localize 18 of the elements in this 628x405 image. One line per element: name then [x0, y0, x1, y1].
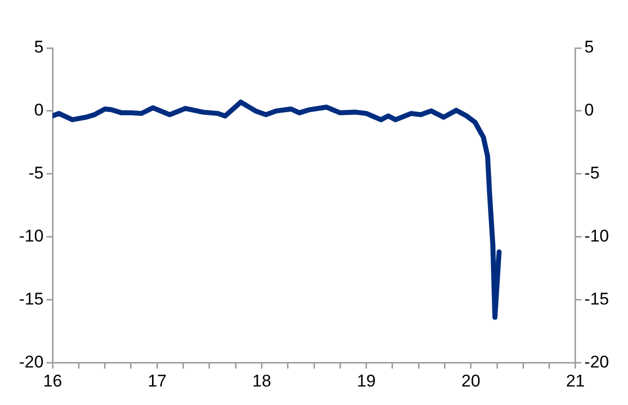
x-tick-label: 19	[356, 371, 376, 390]
y2-tick-label: -5	[584, 164, 600, 183]
y2-tick-label: 0	[584, 100, 594, 120]
y-tick-label: 0	[34, 100, 44, 120]
y-tick-label: 5	[34, 38, 44, 57]
y-tick-label: -20	[18, 352, 44, 372]
y-tick-label: -5	[28, 164, 44, 183]
y-tick-label: -10	[18, 226, 44, 246]
y2-tick-label: -15	[584, 289, 610, 308]
x-tick-label: 21	[566, 371, 585, 390]
y2-tick-label: -10	[584, 226, 610, 246]
y2-tick-label: -20	[584, 352, 610, 372]
x-tick-label: 17	[148, 371, 167, 390]
x-tick-label: 20	[461, 371, 480, 390]
x-tick-label: 16	[43, 371, 62, 390]
y-tick-label: -15	[18, 289, 44, 308]
y2-tick-label: 5	[584, 38, 594, 57]
x-tick-label: 18	[252, 371, 272, 390]
